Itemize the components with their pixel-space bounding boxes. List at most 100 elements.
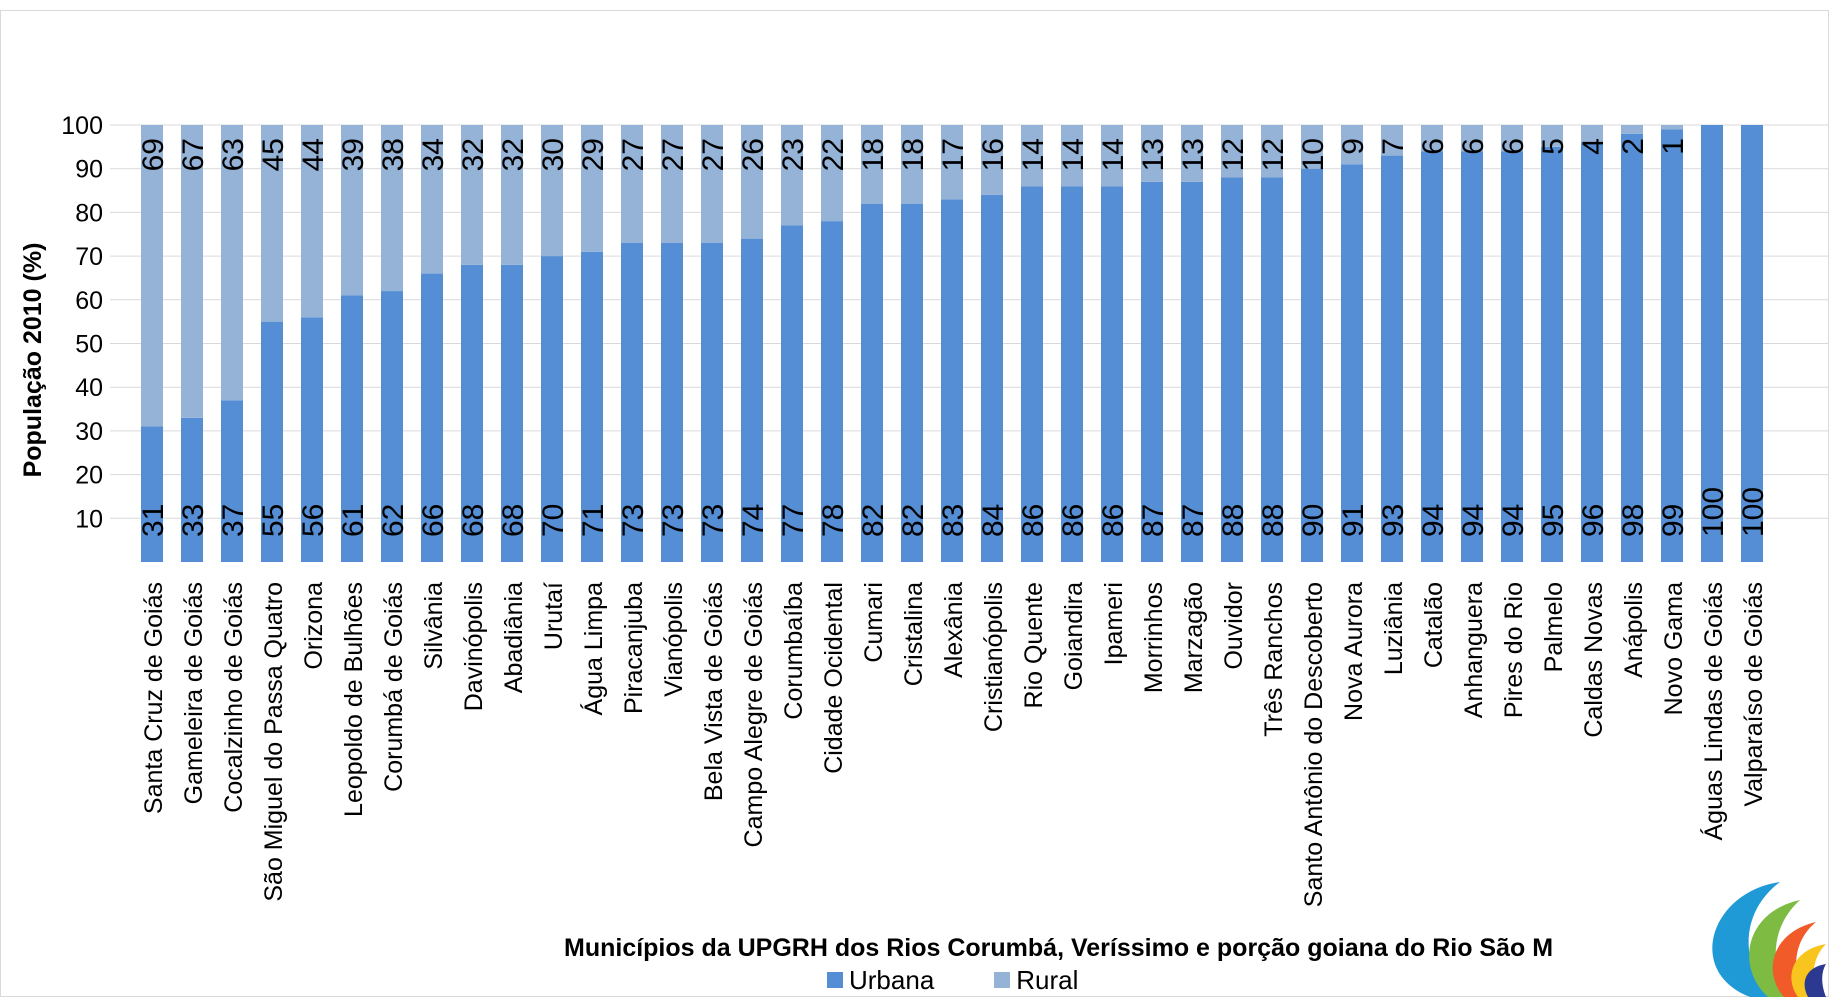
data-label-rural: 27 xyxy=(617,138,650,171)
bar-urbana-6 xyxy=(381,291,403,562)
data-label-urbana: 87 xyxy=(1177,504,1210,537)
data-label-rural: 38 xyxy=(377,138,410,171)
data-label-rural: 13 xyxy=(1137,138,1170,171)
data-label-urbana: 78 xyxy=(817,504,850,537)
data-label-urbana: 94 xyxy=(1417,504,1450,537)
legend-label-urbana: Urbana xyxy=(849,964,935,995)
data-label-rural: 17 xyxy=(937,138,970,171)
bar-rural-10 xyxy=(541,125,563,257)
data-label-urbana: 94 xyxy=(1457,504,1490,537)
x-tick-label: Águas Lindas de Goiás xyxy=(1699,582,1728,841)
data-label-rural: 29 xyxy=(577,138,610,171)
data-label-urbana: 95 xyxy=(1537,504,1570,537)
x-tick-label: Luziânia xyxy=(1380,582,1408,675)
data-label-urbana: 88 xyxy=(1217,504,1250,537)
y-tick-label: 40 xyxy=(75,374,103,402)
data-label-urbana: 86 xyxy=(1017,504,1050,537)
data-label-urbana: 83 xyxy=(937,504,970,537)
bar-urbana-22 xyxy=(1021,186,1043,562)
data-label-rural: 12 xyxy=(1257,138,1290,171)
bar-urbana-16 xyxy=(781,225,803,562)
bar-urbana-18 xyxy=(861,203,883,562)
bar-rural-0 xyxy=(141,125,163,427)
y-axis-label: População 2010 (%) xyxy=(19,243,47,478)
bar-rural-36 xyxy=(1581,125,1603,143)
bar-rural-21 xyxy=(981,125,1003,195)
bar-urbana-19 xyxy=(901,203,923,562)
data-label-urbana: 37 xyxy=(217,504,250,537)
bar-rural-27 xyxy=(1221,125,1243,178)
bar-urbana-15 xyxy=(741,238,763,562)
data-label-rural: 32 xyxy=(497,138,530,171)
bar-urbana-35 xyxy=(1541,146,1563,562)
x-tick-label: Ouvidor xyxy=(1220,582,1248,670)
bar-urbana-8 xyxy=(461,264,483,562)
bar-urbana-37 xyxy=(1621,133,1643,563)
data-label-rural: 63 xyxy=(217,138,250,171)
bar-urbana-14 xyxy=(701,242,723,563)
data-label-urbana: 71 xyxy=(577,504,610,537)
x-tick-label: Piracanjuba xyxy=(620,582,648,714)
data-label-rural: 7 xyxy=(1377,138,1410,155)
bar-rural-26 xyxy=(1181,125,1203,182)
legend-entry-rural: Rural xyxy=(994,965,1078,996)
bar-rural-14 xyxy=(701,125,723,243)
bar-rural-17 xyxy=(821,125,843,222)
bar-urbana-24 xyxy=(1101,186,1123,562)
bar-rural-5 xyxy=(341,125,363,296)
x-tick-label: Davinópolis xyxy=(460,582,488,711)
data-label-rural: 30 xyxy=(537,138,570,171)
data-label-urbana: 82 xyxy=(897,504,930,537)
bar-urbana-28 xyxy=(1261,177,1283,562)
x-tick-label: Cidade Ocidental xyxy=(820,582,848,774)
x-tick-label: Morrinhos xyxy=(1140,582,1168,693)
data-label-urbana: 62 xyxy=(377,504,410,537)
bar-urbana-11 xyxy=(581,251,603,563)
bar-urbana-27 xyxy=(1221,177,1243,562)
data-label-urbana: 88 xyxy=(1257,504,1290,537)
bar-urbana-23 xyxy=(1061,186,1083,562)
data-label-urbana: 86 xyxy=(1057,504,1090,537)
x-tick-label: Alexânia xyxy=(940,582,968,678)
data-label-rural: 69 xyxy=(137,138,170,171)
bar-urbana-3 xyxy=(261,321,283,562)
x-tick-label: Leopoldo de Bulhões xyxy=(340,582,368,817)
x-tick-label: Cocalzinho de Goiás xyxy=(220,582,248,813)
data-label-urbana: 96 xyxy=(1577,504,1610,537)
x-tick-label: Silvânia xyxy=(420,582,448,670)
bar-rural-35 xyxy=(1541,125,1563,147)
x-tick-label: Cristalina xyxy=(900,582,928,686)
bar-rural-8 xyxy=(461,125,483,265)
bar-urbana-17 xyxy=(821,221,843,562)
x-axis-ticks: Santa Cruz de Goiás Gameleira de Goiás Coc… xyxy=(140,582,1768,907)
data-label-rural: 27 xyxy=(697,138,730,171)
bar-rural-31 xyxy=(1381,125,1403,156)
x-tick-label: Abadiânia xyxy=(500,582,528,693)
data-label-rural: 44 xyxy=(297,138,330,171)
bar-urbana-32 xyxy=(1421,151,1443,562)
x-tick-label: Pires do Rio xyxy=(1500,582,1528,718)
bar-rural-18 xyxy=(861,125,883,204)
data-label-urbana: 73 xyxy=(617,504,650,537)
x-tick-label: Orizona xyxy=(300,582,328,670)
bar-rural-33 xyxy=(1461,125,1483,152)
bar-rural-16 xyxy=(781,125,803,226)
data-label-rural: 12 xyxy=(1217,138,1250,171)
bar-urbana-9 xyxy=(501,264,523,562)
data-label-rural: 6 xyxy=(1417,138,1450,155)
data-label-rural: 18 xyxy=(897,138,930,171)
bar-urbana-2 xyxy=(221,400,243,562)
x-tick-label: Caldas Novas xyxy=(1580,582,1608,738)
bar-urbana-31 xyxy=(1381,155,1403,562)
data-label-urbana: 33 xyxy=(177,504,210,537)
bar-urbana-7 xyxy=(421,273,443,562)
bar-rural-4 xyxy=(301,125,323,318)
bar-rural-23 xyxy=(1061,125,1083,187)
data-label-rural: 5 xyxy=(1537,138,1570,155)
y-tick-label: 60 xyxy=(75,287,103,315)
bar-urbana-26 xyxy=(1181,181,1203,562)
data-label-urbana: 86 xyxy=(1097,504,1130,537)
data-label-rural: 14 xyxy=(1017,138,1050,171)
data-label-rural: 6 xyxy=(1497,138,1530,155)
bar-urbana-39 xyxy=(1701,125,1723,562)
